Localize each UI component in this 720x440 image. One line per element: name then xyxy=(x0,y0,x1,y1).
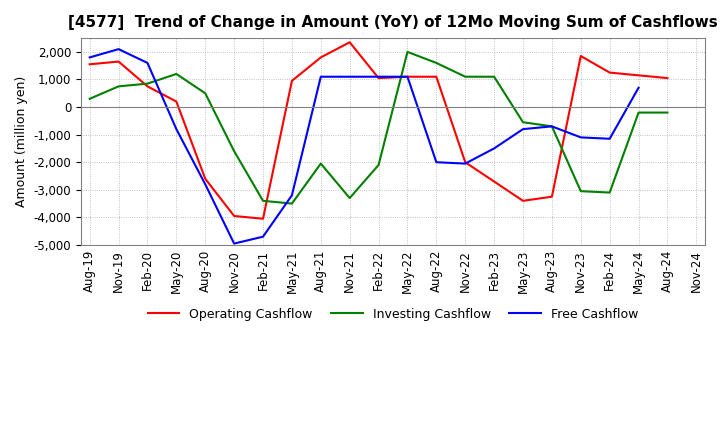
Investing Cashflow xyxy=(201,91,210,96)
Investing Cashflow xyxy=(461,74,469,79)
Free Cashflow xyxy=(518,126,527,132)
Operating Cashflow xyxy=(577,53,585,59)
Investing Cashflow xyxy=(86,96,94,102)
Free Cashflow xyxy=(201,182,210,187)
Title: [4577]  Trend of Change in Amount (YoY) of 12Mo Moving Sum of Cashflows: [4577] Trend of Change in Amount (YoY) o… xyxy=(68,15,718,30)
Free Cashflow xyxy=(432,160,441,165)
Operating Cashflow xyxy=(346,40,354,45)
Investing Cashflow xyxy=(663,110,672,115)
Investing Cashflow xyxy=(634,110,643,115)
Line: Free Cashflow: Free Cashflow xyxy=(90,49,639,244)
Investing Cashflow xyxy=(548,124,557,129)
Line: Investing Cashflow: Investing Cashflow xyxy=(90,52,667,204)
Operating Cashflow xyxy=(432,74,441,79)
Investing Cashflow xyxy=(287,201,296,206)
Investing Cashflow xyxy=(432,60,441,66)
Operating Cashflow xyxy=(143,84,152,89)
Operating Cashflow xyxy=(287,78,296,84)
Free Cashflow xyxy=(114,47,123,52)
Operating Cashflow xyxy=(258,216,267,221)
Operating Cashflow xyxy=(606,70,614,75)
Operating Cashflow xyxy=(230,213,238,219)
Investing Cashflow xyxy=(577,188,585,194)
Free Cashflow xyxy=(548,124,557,129)
Investing Cashflow xyxy=(403,49,412,55)
Operating Cashflow xyxy=(317,55,325,60)
Operating Cashflow xyxy=(663,76,672,81)
Free Cashflow xyxy=(86,55,94,60)
Free Cashflow xyxy=(317,74,325,79)
Investing Cashflow xyxy=(258,198,267,203)
Investing Cashflow xyxy=(230,149,238,154)
Free Cashflow xyxy=(606,136,614,141)
Operating Cashflow xyxy=(86,62,94,67)
Investing Cashflow xyxy=(518,120,527,125)
Operating Cashflow xyxy=(461,160,469,165)
Free Cashflow xyxy=(490,146,498,151)
Free Cashflow xyxy=(346,74,354,79)
Investing Cashflow xyxy=(317,161,325,166)
Free Cashflow xyxy=(634,85,643,90)
Free Cashflow xyxy=(374,74,383,79)
Operating Cashflow xyxy=(374,76,383,81)
Investing Cashflow xyxy=(374,162,383,168)
Operating Cashflow xyxy=(201,176,210,181)
Free Cashflow xyxy=(230,241,238,246)
Free Cashflow xyxy=(143,60,152,66)
Operating Cashflow xyxy=(548,194,557,199)
Free Cashflow xyxy=(403,74,412,79)
Investing Cashflow xyxy=(606,190,614,195)
Investing Cashflow xyxy=(114,84,123,89)
Free Cashflow xyxy=(172,126,181,132)
Investing Cashflow xyxy=(143,81,152,86)
Investing Cashflow xyxy=(346,195,354,201)
Investing Cashflow xyxy=(172,71,181,77)
Operating Cashflow xyxy=(114,59,123,64)
Operating Cashflow xyxy=(518,198,527,203)
Legend: Operating Cashflow, Investing Cashflow, Free Cashflow: Operating Cashflow, Investing Cashflow, … xyxy=(143,303,643,326)
Line: Operating Cashflow: Operating Cashflow xyxy=(90,42,667,219)
Free Cashflow xyxy=(461,161,469,166)
Operating Cashflow xyxy=(634,73,643,78)
Operating Cashflow xyxy=(403,74,412,79)
Free Cashflow xyxy=(577,135,585,140)
Operating Cashflow xyxy=(490,179,498,184)
Y-axis label: Amount (million yen): Amount (million yen) xyxy=(15,76,28,207)
Free Cashflow xyxy=(258,234,267,239)
Operating Cashflow xyxy=(172,99,181,104)
Investing Cashflow xyxy=(490,74,498,79)
Free Cashflow xyxy=(287,193,296,198)
